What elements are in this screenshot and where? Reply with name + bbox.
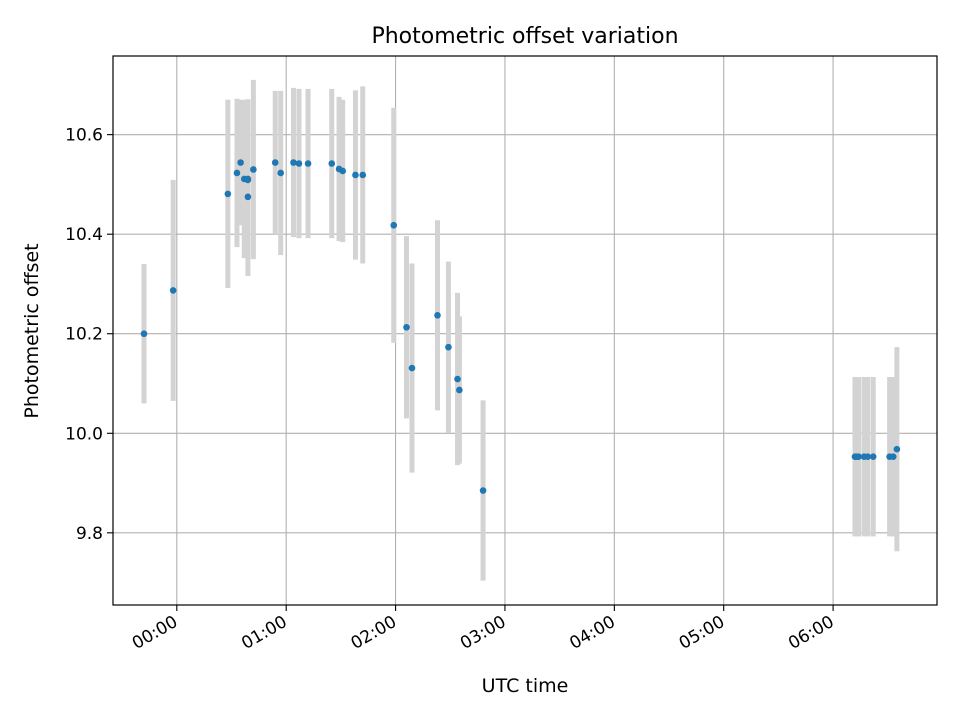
data-point <box>869 453 877 460</box>
y-tick-label: 10.0 <box>65 424 103 444</box>
data-point <box>244 176 252 184</box>
x-axis-ticks: 00:00 01:00 02:00 03:00 04:00 05:00 06:00 <box>129 605 838 654</box>
x-tick-label: 06:00 <box>785 612 837 654</box>
data-point <box>359 171 367 179</box>
y-tick-label: 10.4 <box>65 225 103 245</box>
data-point <box>304 160 312 167</box>
y-tick-label: 10.2 <box>65 325 103 345</box>
data-point <box>250 166 257 173</box>
data-points <box>140 159 901 494</box>
data-point <box>390 221 398 229</box>
x-tick-label: 04:00 <box>566 612 618 654</box>
data-point <box>408 364 416 372</box>
data-point <box>893 445 901 453</box>
x-axis-label: UTC time <box>482 675 569 697</box>
data-point <box>224 190 232 198</box>
data-point <box>434 312 441 319</box>
error-bars <box>141 79 900 581</box>
y-tick-label: 10.6 <box>65 126 103 146</box>
y-axis-label: Photometric offset <box>21 243 43 418</box>
data-point <box>855 453 862 460</box>
data-point <box>352 171 359 179</box>
data-point <box>140 330 148 338</box>
data-point <box>290 159 297 166</box>
y-tick-label: 9.8 <box>76 524 103 544</box>
data-point <box>456 386 463 394</box>
data-point <box>864 453 872 460</box>
y-axis-ticks: 9.8 10.0 10.2 10.4 10.6 <box>65 126 113 544</box>
x-tick-label: 00:00 <box>129 612 181 654</box>
data-point <box>454 375 461 383</box>
data-point <box>295 160 303 167</box>
data-point <box>445 343 452 351</box>
data-point <box>479 487 487 494</box>
plot-frame <box>112 55 938 606</box>
data-point <box>277 169 285 177</box>
chart-title: Photometric offset variation <box>371 24 678 49</box>
x-tick-label: 02:00 <box>348 612 400 654</box>
data-point <box>237 159 244 166</box>
data-point <box>271 159 279 166</box>
x-tick-label: 05:00 <box>676 612 728 654</box>
data-point <box>169 287 177 294</box>
data-point <box>233 169 241 177</box>
x-tick-label: 03:00 <box>457 612 509 654</box>
data-point <box>403 323 410 331</box>
data-point <box>244 193 252 201</box>
data-point <box>889 453 897 460</box>
x-tick-label: 01:00 <box>238 612 290 654</box>
data-point <box>339 167 346 175</box>
data-point <box>328 160 336 167</box>
